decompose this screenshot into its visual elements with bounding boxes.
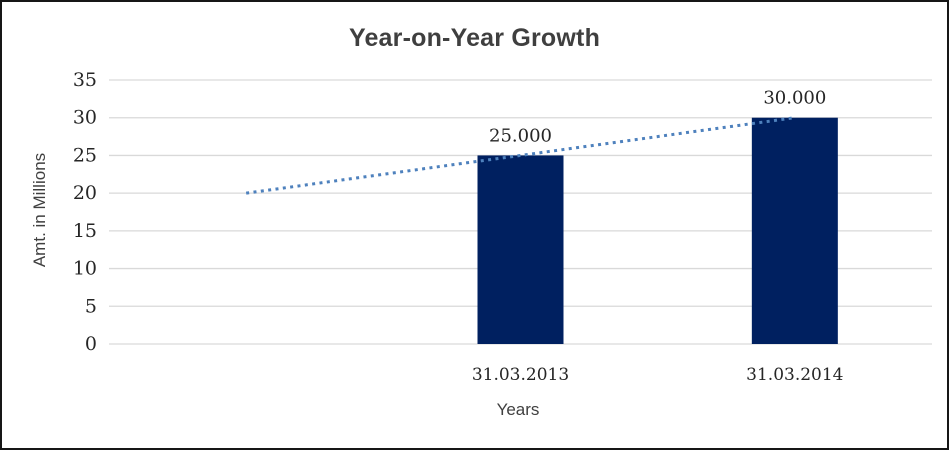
trendline [245, 116, 796, 195]
y-tick-label: 20 [73, 182, 97, 204]
bar [751, 117, 838, 344]
y-tick-label: 25 [73, 144, 97, 166]
bar-value-label: 25.000 [489, 125, 552, 146]
y-axis-title: Amt. in Millions [30, 152, 49, 268]
y-tick-label: 10 [73, 258, 97, 280]
y-tick-label: 15 [73, 220, 97, 242]
x-category-label: 31.03.2013 [472, 365, 569, 385]
x-category-label: 31.03.2014 [746, 365, 843, 385]
chart-title: Year-on-Year Growth [348, 24, 601, 52]
y-tick-label: 0 [85, 333, 97, 355]
y-tick-label: 5 [85, 295, 97, 317]
x-axis-title: Years [496, 400, 540, 419]
bar [477, 155, 564, 344]
y-tick-label: 35 [73, 69, 97, 91]
y-tick-label: 30 [73, 107, 97, 129]
bar-value-label: 30.000 [763, 88, 826, 109]
